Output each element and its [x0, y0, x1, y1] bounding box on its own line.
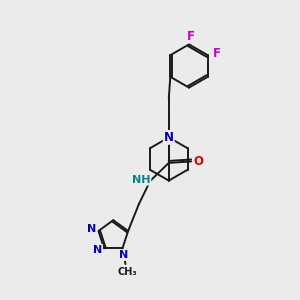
- Text: CH₃: CH₃: [117, 266, 137, 277]
- Text: N: N: [164, 131, 174, 144]
- Text: F: F: [187, 29, 194, 43]
- Text: O: O: [193, 155, 203, 168]
- Text: NH: NH: [132, 175, 150, 185]
- Text: N: N: [93, 245, 102, 255]
- Text: F: F: [213, 47, 221, 60]
- Text: N: N: [119, 250, 129, 260]
- Text: N: N: [87, 224, 97, 235]
